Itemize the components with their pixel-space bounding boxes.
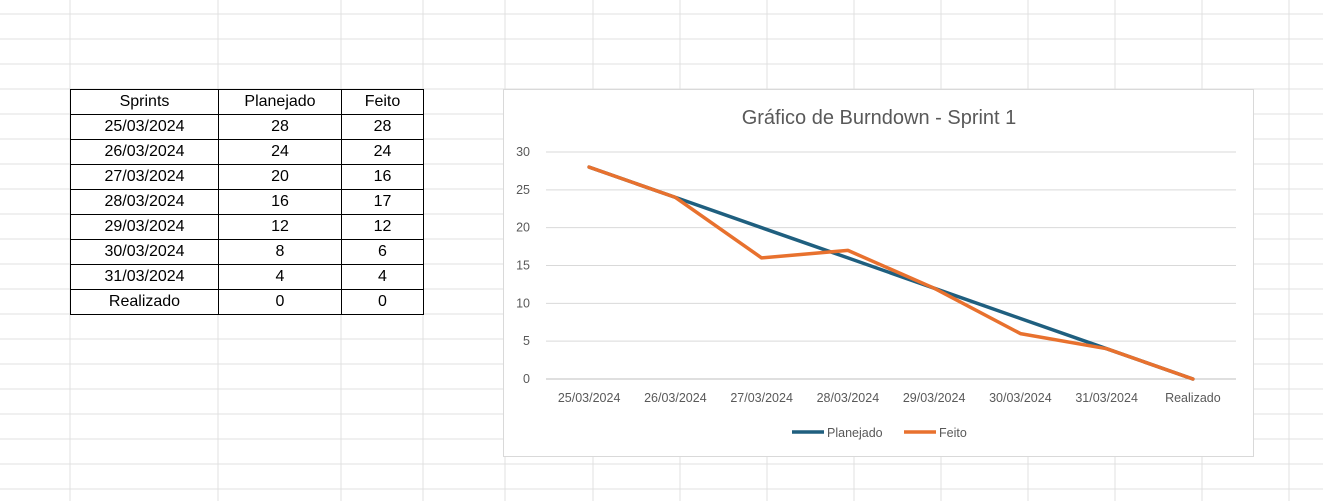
- table-cell[interactable]: 20: [218, 164, 342, 190]
- column-header[interactable]: Planejado: [218, 89, 342, 115]
- table-cell[interactable]: 28: [218, 114, 342, 140]
- chart-series: [587, 165, 1195, 381]
- table-cell[interactable]: 30/03/2024: [70, 239, 219, 265]
- x-tick-label: Realizado: [1165, 391, 1221, 405]
- legend-label[interactable]: Planejado: [827, 426, 883, 440]
- chart-gridlines: [546, 151, 1236, 380]
- table-cell[interactable]: Realizado: [70, 289, 219, 315]
- table-cell[interactable]: 0: [218, 289, 342, 315]
- table-header-row: Sprints Planejado Feito: [70, 89, 424, 115]
- y-tick-label: 20: [516, 221, 530, 235]
- x-tick-label: 27/03/2024: [730, 391, 793, 405]
- x-tick-label: 30/03/2024: [989, 391, 1052, 405]
- table-cell[interactable]: 8: [218, 239, 342, 265]
- series-line-planejado[interactable]: [587, 165, 1195, 381]
- table-cell[interactable]: 16: [218, 189, 342, 215]
- y-tick-label: 5: [523, 334, 530, 348]
- table-cell[interactable]: 31/03/2024: [70, 264, 219, 290]
- table-cell[interactable]: 24: [341, 139, 424, 165]
- table-cell[interactable]: 26/03/2024: [70, 139, 219, 165]
- table-cell[interactable]: 4: [218, 264, 342, 290]
- x-tick-label: 25/03/2024: [558, 391, 621, 405]
- table-cell[interactable]: 4: [341, 264, 424, 290]
- x-axis-ticks: 25/03/2024 26/03/2024 27/03/2024 28/03/2024…: [558, 391, 1221, 405]
- table-row: 25/03/2024 28 28: [70, 114, 424, 140]
- burndown-chart[interactable]: Gráfico de Burndown - Sprint 1 0 5 10 15 20 2…: [503, 89, 1254, 457]
- column-header[interactable]: Feito: [341, 89, 424, 115]
- table-cell[interactable]: 12: [341, 214, 424, 240]
- y-axis-ticks: 0 5 10 15 20 25 30: [516, 145, 530, 386]
- table-row: 27/03/2024 20 16: [70, 164, 424, 190]
- table-cell[interactable]: 17: [341, 189, 424, 215]
- legend-label[interactable]: Feito: [939, 426, 967, 440]
- table-cell[interactable]: 0: [341, 289, 424, 315]
- chart-canvas: Gráfico de Burndown - Sprint 1 0 5 10 15 20 2…: [516, 107, 1236, 440]
- y-tick-label: 0: [523, 372, 530, 386]
- table-row: Realizado 0 0: [70, 289, 424, 315]
- x-tick-label: 29/03/2024: [903, 391, 966, 405]
- table-cell[interactable]: 28/03/2024: [70, 189, 219, 215]
- table-cell[interactable]: 27/03/2024: [70, 164, 219, 190]
- table-row: 28/03/2024 16 17: [70, 189, 424, 215]
- table-cell[interactable]: 12: [218, 214, 342, 240]
- table-row: 29/03/2024 12 12: [70, 214, 424, 240]
- chart-legend: Planejado Feito: [792, 426, 967, 440]
- sprint-data-table: Sprints Planejado Feito 25/03/2024 28 28 26/03…: [70, 89, 424, 315]
- y-tick-label: 10: [516, 296, 530, 310]
- column-header[interactable]: Sprints: [70, 89, 219, 115]
- chart-title: Gráfico de Burndown - Sprint 1: [742, 107, 1017, 129]
- x-tick-label: 26/03/2024: [644, 391, 707, 405]
- table-cell[interactable]: 29/03/2024: [70, 214, 219, 240]
- x-tick-label: 31/03/2024: [1075, 391, 1138, 405]
- table-cell[interactable]: 28: [341, 114, 424, 140]
- table-cell[interactable]: 24: [218, 139, 342, 165]
- series-line-feito[interactable]: [587, 165, 1195, 381]
- table-cell[interactable]: 16: [341, 164, 424, 190]
- table-row: 26/03/2024 24 24: [70, 139, 424, 165]
- table-row: 31/03/2024 4 4: [70, 264, 424, 290]
- y-tick-label: 15: [516, 259, 530, 273]
- table-cell[interactable]: 6: [341, 239, 424, 265]
- table-row: 30/03/2024 8 6: [70, 239, 424, 265]
- x-tick-label: 28/03/2024: [817, 391, 880, 405]
- table-cell[interactable]: 25/03/2024: [70, 114, 219, 140]
- y-tick-label: 30: [516, 145, 530, 159]
- y-tick-label: 25: [516, 183, 530, 197]
